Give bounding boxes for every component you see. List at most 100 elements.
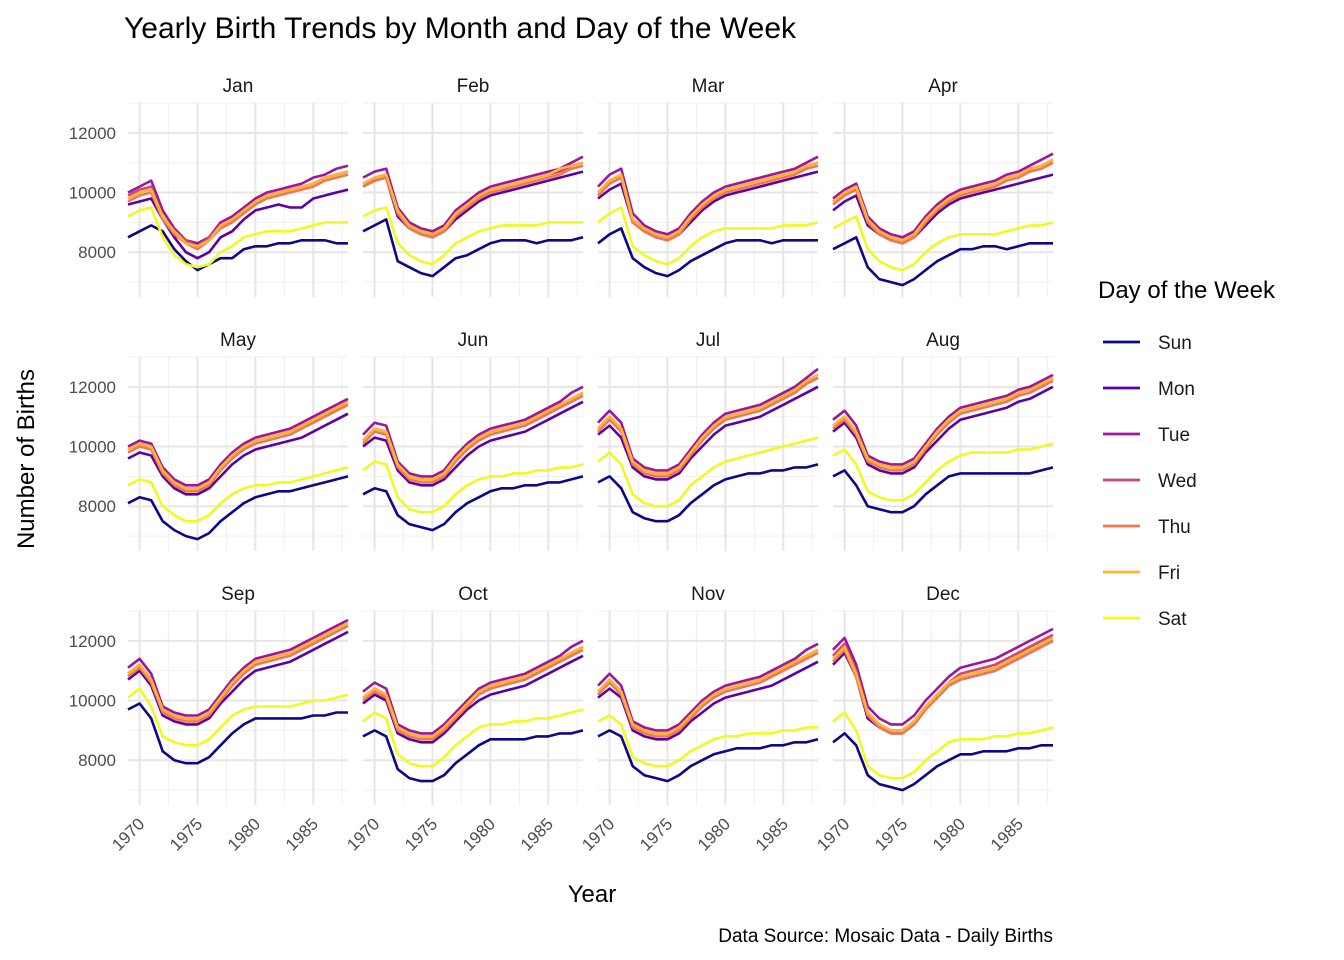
y-tick-label: 12000 — [69, 632, 116, 651]
series-line-tue — [362, 385, 584, 478]
series-line-fri — [832, 158, 1054, 242]
series-line-fri — [597, 648, 819, 735]
series-line-thu — [832, 379, 1054, 472]
series-line-sat — [597, 436, 819, 508]
series-line-thu — [127, 403, 349, 493]
x-tick-label: 1985 — [752, 814, 792, 854]
series-line-sat — [127, 687, 349, 747]
facet-label: Sep — [221, 584, 255, 605]
chart-caption: Data Source: Mosaic Data - Daily Births — [718, 926, 1053, 947]
legend: Day of the Week Sun Mon Tue Wed Thu Fri Sat — [1098, 277, 1276, 630]
series-line-fri — [127, 400, 349, 490]
series-line-sat — [597, 206, 819, 266]
series-line-tue — [127, 164, 349, 245]
series-line-fri — [832, 636, 1054, 732]
series-line-sat — [362, 206, 583, 266]
facet-label: Nov — [691, 584, 725, 605]
x-axis-title: Year — [568, 881, 617, 908]
legend-title: Day of the Week — [1098, 277, 1276, 304]
panel-apr: Apr — [832, 76, 1054, 297]
series-line-thu — [597, 164, 819, 242]
series-line-tue — [597, 367, 819, 472]
series-line-mon — [127, 630, 349, 726]
x-tick-label: 1970 — [578, 814, 618, 854]
legend-label: Tue — [1158, 425, 1190, 446]
x-tick-label: 1970 — [813, 814, 853, 854]
legend-label: Sun — [1158, 333, 1192, 354]
series-line-mon — [832, 385, 1054, 475]
y-tick-label: 10000 — [69, 184, 116, 203]
series-line-sun — [832, 236, 1053, 287]
legend-label: Sat — [1158, 609, 1187, 630]
series-line-sun — [597, 463, 819, 523]
series-line-sun — [832, 732, 1053, 792]
panel-mar: Mar — [597, 76, 819, 297]
series-line-sat — [362, 460, 584, 514]
facet-label: Jan — [223, 76, 254, 97]
series-line-sun — [362, 475, 584, 532]
panel-aug: Aug — [832, 330, 1054, 551]
series-line-sun — [362, 218, 584, 278]
panel-jun: Jun — [362, 330, 584, 551]
series-line-tue — [597, 155, 819, 236]
facet-label: Mar — [692, 76, 725, 97]
series-line-sat — [127, 206, 348, 269]
series-line-thu — [597, 651, 819, 738]
panel-jan: Jan 8000 10000 12000 — [69, 76, 349, 297]
y-tick-label: 12000 — [69, 378, 116, 397]
x-tick-label: 1980 — [929, 814, 969, 854]
series-line-tue — [832, 627, 1054, 726]
series-line-thu — [597, 376, 819, 478]
series-line-thu — [362, 648, 584, 741]
legend-label: Thu — [1158, 517, 1191, 538]
y-tick-label: 8000 — [78, 497, 116, 516]
x-tick-label: 1975 — [401, 814, 441, 854]
y-tick-label: 10000 — [69, 692, 116, 711]
series-line-fri — [362, 391, 584, 481]
series-line-fri — [362, 645, 584, 738]
series-line-thu — [127, 173, 349, 251]
y-tick-label: 12000 — [69, 124, 116, 143]
legend-label: Fri — [1158, 563, 1180, 584]
facet-label: May — [220, 330, 256, 351]
legend-label: Wed — [1158, 471, 1197, 492]
series-line-fri — [597, 373, 819, 475]
facet-label: Aug — [926, 330, 960, 351]
series-line-mon — [597, 660, 819, 741]
series-line-mon — [362, 170, 584, 239]
y-tick-label: 8000 — [78, 751, 116, 770]
series-line-sun — [832, 466, 1054, 514]
facet-label: Jun — [458, 330, 489, 351]
series-line-sun — [127, 702, 348, 765]
x-tick-label: 1980 — [694, 814, 734, 854]
series-line-sun — [127, 475, 349, 541]
series-line-thu — [362, 394, 584, 484]
series-line-tue — [127, 397, 349, 487]
series-line-fri — [362, 161, 584, 236]
series-line-fri — [127, 170, 349, 248]
facet-label: Apr — [928, 76, 958, 97]
series-line-thu — [127, 624, 349, 723]
series-line-mon — [597, 385, 819, 481]
x-tick-label: 1975 — [636, 814, 676, 854]
series-line-thu — [362, 164, 584, 239]
legend-label: Mon — [1158, 379, 1195, 400]
y-axis-title: Number of Births — [13, 369, 40, 549]
series-line-sat — [832, 215, 1054, 272]
series-line-mon — [362, 654, 584, 744]
panel-feb: Feb — [362, 76, 584, 297]
x-tick-label: 1975 — [871, 814, 911, 854]
panel-sep: Sep 8000 10000 12000 1970 1975 1980 1985 — [69, 584, 349, 855]
x-tick-label: 1970 — [108, 814, 148, 854]
series-line-mon — [127, 412, 349, 496]
series-line-sun — [597, 729, 819, 783]
facet-label: Jul — [696, 330, 720, 351]
series-line-fri — [597, 161, 819, 239]
series-line-tue — [832, 373, 1054, 466]
x-tick-label: 1985 — [987, 814, 1027, 854]
panel-may: May 8000 10000 12000 — [69, 330, 349, 551]
series-line-sat — [127, 466, 349, 523]
x-tick-label: 1985 — [282, 814, 322, 854]
x-tick-label: 1970 — [343, 814, 383, 854]
